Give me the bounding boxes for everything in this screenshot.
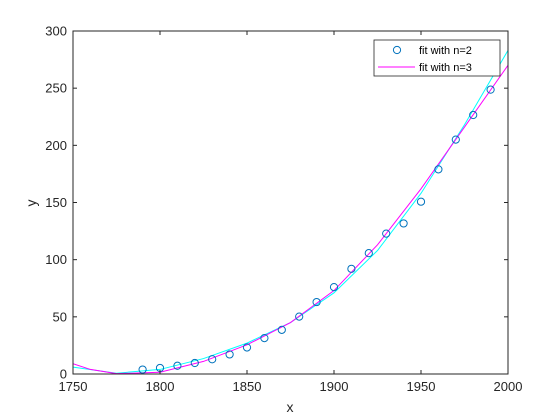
y-tick-label: 250: [45, 81, 67, 96]
data-point: [295, 312, 304, 321]
x-tick-label: 2000: [494, 379, 523, 394]
legend-marker-circle: [392, 45, 402, 55]
data-point: [260, 333, 269, 343]
data-point: [208, 355, 217, 364]
x-tick-label: 1900: [320, 379, 349, 394]
y-tick-label: 100: [45, 252, 67, 267]
data-point: [451, 135, 460, 144]
data-point: [434, 165, 443, 174]
x-tick-label: 1800: [146, 379, 175, 394]
data-point: [364, 249, 373, 258]
data-point: [416, 197, 426, 206]
series-layer: [73, 50, 508, 374]
x-axis-label: x: [287, 399, 294, 415]
x-tick-label: 1950: [407, 379, 436, 394]
y-tick-label: 150: [45, 195, 67, 210]
data-point: [399, 219, 408, 228]
y-tick-label: 0: [60, 367, 67, 382]
y-axis: 0 50 100 150 200 250 300: [45, 24, 508, 382]
data-point: [469, 110, 478, 120]
data-point: [329, 283, 339, 292]
data-point: [225, 350, 234, 359]
y-tick-label: 50: [53, 309, 67, 324]
legend-box: [373, 39, 501, 77]
x-axis: 1750 1800 1850 1900 1950 2000: [59, 31, 523, 394]
data-point: [277, 325, 286, 334]
x-tick-label: 1850: [233, 379, 262, 394]
legend-label-n3: fit with n=3: [419, 62, 472, 74]
data-point: [382, 229, 391, 238]
data-point: [486, 85, 495, 94]
legend-label-n2: fit with n=2: [419, 45, 472, 57]
legend: fit with n=2 fit with n=3: [373, 39, 501, 77]
plot-area: [73, 31, 508, 374]
y-tick-label: 200: [45, 138, 67, 153]
data-point: [173, 361, 182, 370]
data-point: [190, 358, 199, 368]
data-point: [347, 264, 356, 273]
y-axis-label: y: [23, 200, 39, 207]
data-point: [312, 297, 321, 307]
fit-line-2: [73, 65, 508, 374]
y-tick-label: 300: [45, 24, 67, 39]
x-tick-label: 1750: [59, 379, 88, 394]
data-point: [138, 365, 147, 374]
data-point: [242, 343, 252, 352]
